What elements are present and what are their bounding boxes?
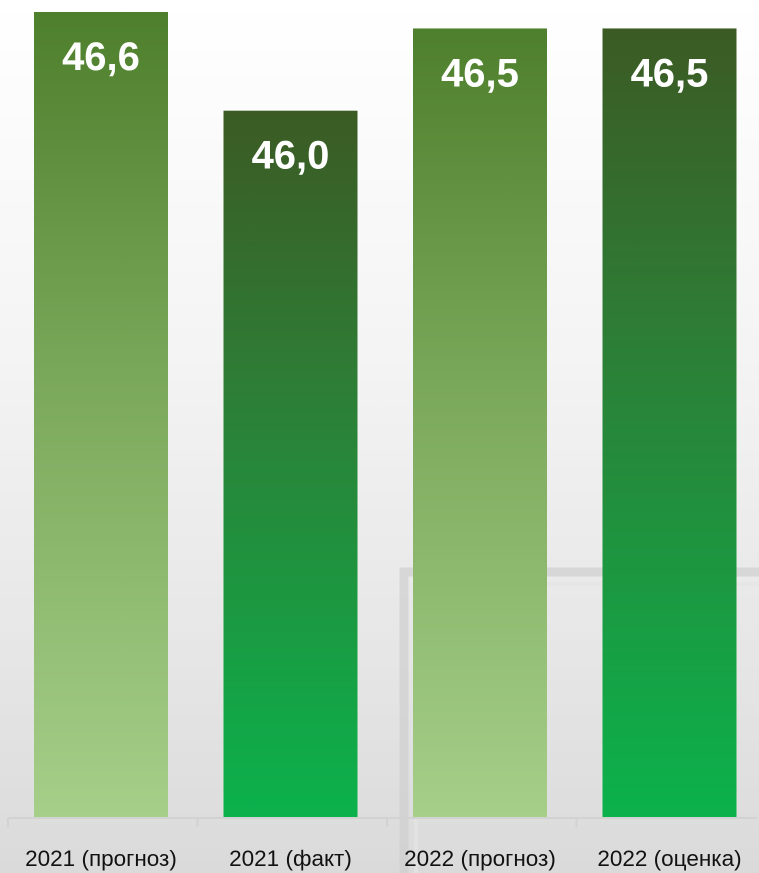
value-labels-group: 46,6 46,0 46,5 46,5 — [62, 35, 708, 178]
x-tick-label-2: 2021 (факт) — [229, 846, 352, 871]
x-axis — [7, 817, 757, 827]
bar-value-label-3: 46,5 — [441, 51, 519, 95]
x-axis-ticks — [7, 818, 578, 827]
bar-value-label-4: 46,5 — [631, 51, 709, 95]
x-tick-label-1: 2021 (прогноз) — [25, 846, 177, 871]
bars-group — [34, 12, 737, 819]
bar-3 — [413, 28, 547, 819]
bar-1 — [34, 12, 168, 818]
bar-value-label-2: 46,0 — [252, 134, 330, 178]
x-tick-label-4: 2022 (оценка) — [597, 846, 741, 871]
bar-4 — [602, 28, 737, 819]
x-tick-label-3: 2022 (прогноз) — [404, 846, 556, 871]
bar-2 — [223, 110, 358, 819]
bar-value-label-1: 46,6 — [62, 35, 140, 79]
x-axis-tick-labels: 2021 (прогноз) 2021 (факт) 2022 (прогноз) 2… — [25, 846, 741, 871]
